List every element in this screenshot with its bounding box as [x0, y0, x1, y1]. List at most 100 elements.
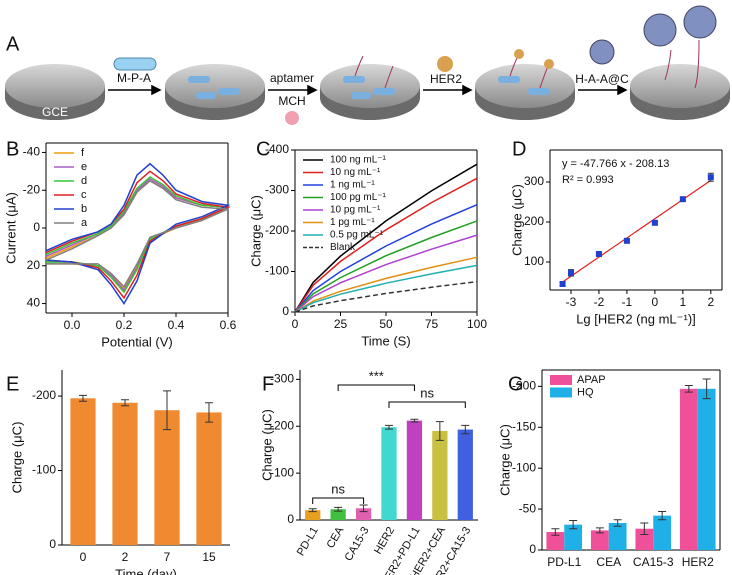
error-bar	[658, 511, 667, 521]
error-bar	[569, 520, 578, 530]
electrode	[5, 64, 105, 120]
bar	[679, 388, 698, 550]
y-tick-label: 300	[524, 174, 544, 188]
legend-label: 1 ng mL⁻¹	[330, 180, 375, 191]
error-bar	[334, 506, 343, 512]
line	[45, 179, 231, 290]
legend-label: HQ	[577, 386, 594, 398]
x-tick-label: 2	[122, 550, 129, 564]
y-axis-label: Current (μA)	[3, 192, 18, 264]
x-tick-label: 75	[425, 317, 439, 331]
schematic: A GCE	[5, 5, 730, 125]
bar	[653, 515, 672, 550]
bar	[546, 532, 565, 550]
annotation: R² = 0.993	[562, 174, 614, 186]
x-axis-label: Time (day)	[115, 566, 177, 575]
line	[294, 163, 478, 313]
y-axis-label: Charge (μC)	[259, 409, 274, 481]
legend-label: 100 pg mL⁻¹	[330, 192, 387, 203]
bar	[305, 510, 321, 520]
electrode-label: GCE	[42, 105, 68, 119]
x-tick-label: CA15-3	[633, 555, 674, 569]
legend-label: 1 pg mL⁻¹	[330, 217, 375, 228]
error-bar	[163, 390, 171, 431]
bar	[457, 429, 473, 520]
y-axis-label: Charge (μC)	[497, 424, 512, 496]
panel-label: D	[512, 138, 526, 160]
line	[294, 280, 478, 313]
y-tick-label: -200	[32, 388, 56, 402]
error-bar	[308, 508, 317, 513]
x-tick-label: 0	[652, 295, 659, 309]
fit-line	[562, 179, 712, 283]
bar	[635, 528, 654, 550]
x-tick-label: 0.2	[116, 318, 133, 332]
x-axis-label: Potential (V)	[101, 334, 173, 349]
x-tick-label: -3	[566, 295, 577, 309]
x-tick-label: HER2	[682, 555, 714, 569]
icon	[113, 57, 157, 71]
point	[623, 237, 630, 244]
point	[707, 174, 714, 181]
electrode	[630, 5, 730, 120]
x-tick-label: CA15-3	[343, 525, 372, 563]
legend-label: 0.5 pg mL⁻¹	[330, 230, 384, 241]
x-tick-label: 0.0	[64, 318, 81, 332]
bar	[70, 398, 96, 545]
error-bar	[640, 522, 649, 535]
legend-label: f	[81, 147, 85, 159]
error-bar	[410, 418, 419, 423]
point	[567, 269, 574, 276]
point	[679, 196, 686, 203]
legend-swatch	[550, 387, 572, 398]
x-tick-label: 100	[467, 317, 487, 331]
y-tick-label: -400	[265, 142, 289, 156]
line	[294, 234, 478, 313]
arrows	[108, 84, 628, 96]
error-bar	[385, 424, 393, 430]
y-tick-label: -100	[512, 460, 536, 474]
significance-label: ns	[331, 481, 345, 496]
electrode	[475, 49, 575, 120]
step-label: aptamer	[270, 71, 314, 85]
y-tick-label: 40	[27, 296, 41, 310]
error-bar	[595, 527, 604, 534]
panel-label: B	[6, 138, 19, 160]
annotation: y = -47.766 x - 208.13	[562, 158, 669, 170]
legend-swatch	[550, 375, 572, 385]
step-label: MCH	[278, 94, 305, 108]
point	[595, 251, 602, 257]
x-tick-label: 25	[334, 317, 348, 331]
panel-label: G	[508, 373, 524, 395]
legend-label: b	[81, 203, 87, 215]
panel-label: F	[262, 373, 274, 395]
x-tick-label: 0	[80, 550, 87, 564]
legend-label: 100 ng mL⁻¹	[330, 155, 387, 166]
bar	[112, 402, 138, 545]
y-tick-label: 100	[524, 254, 544, 268]
x-tick-label: 0.6	[220, 318, 237, 332]
y-axis-label: Charge (μC)	[509, 184, 524, 256]
line	[294, 177, 478, 313]
error-bar	[435, 421, 444, 441]
electrode	[165, 64, 265, 120]
x-tick-label: CEA	[325, 524, 347, 550]
legend-label: a	[81, 217, 88, 229]
x-tick-label: 1	[680, 295, 687, 309]
y-tick-label: -300	[265, 183, 289, 197]
y-tick-label: 200	[524, 214, 544, 228]
x-axis-label: Time (S)	[361, 333, 410, 348]
x-tick-label: PD-L1	[295, 525, 321, 558]
bar	[564, 524, 583, 550]
panel-label: E	[6, 373, 19, 395]
bar	[355, 508, 372, 520]
icon	[589, 39, 615, 65]
panel-label: C	[256, 138, 270, 160]
y-tick-label: 20	[27, 258, 41, 272]
icon	[437, 56, 453, 72]
step-label: M-P-A	[117, 71, 151, 85]
bracket	[388, 401, 466, 408]
y-tick-label: -200	[512, 379, 536, 393]
error-bar	[702, 378, 711, 400]
